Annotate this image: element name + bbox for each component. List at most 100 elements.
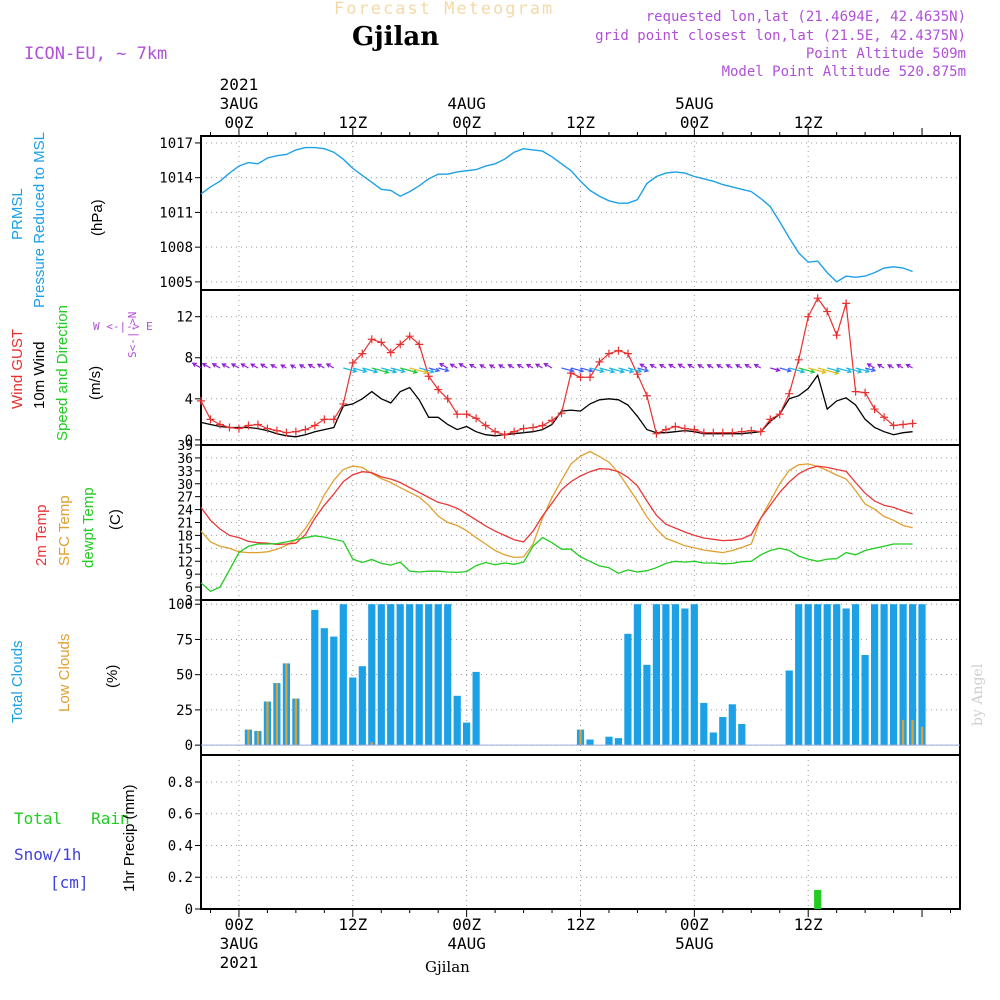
wind-arrow bbox=[697, 364, 705, 369]
wind-arrow bbox=[827, 367, 841, 373]
wind-arrow bbox=[789, 367, 806, 374]
wind-arrow bbox=[362, 367, 379, 374]
total-cloud-bar bbox=[434, 604, 442, 746]
gust-marker bbox=[481, 421, 490, 430]
total-cloud-bar bbox=[472, 671, 480, 746]
total-cloud-bar bbox=[700, 702, 708, 746]
y-tick-label: 1014 bbox=[159, 171, 193, 187]
y-tick-label: 0.2 bbox=[168, 870, 193, 886]
gust-marker bbox=[614, 346, 623, 355]
total-cloud-bar bbox=[652, 604, 660, 746]
wind-arrow bbox=[458, 363, 467, 369]
gust-marker bbox=[633, 370, 642, 379]
total-cloud-bar bbox=[909, 604, 917, 746]
wind-arrow bbox=[381, 367, 398, 374]
gust-marker bbox=[491, 427, 500, 436]
low-cloud-bar bbox=[285, 663, 288, 746]
wind-arrow bbox=[419, 367, 436, 374]
gust-marker bbox=[804, 312, 813, 321]
wind-arrow bbox=[580, 367, 594, 373]
time-label-bottom: 2021 bbox=[220, 953, 259, 972]
y-tick-label: 12 bbox=[177, 555, 193, 570]
gust-marker bbox=[595, 357, 604, 366]
wind-arrow bbox=[706, 364, 714, 369]
wind-arrow bbox=[298, 364, 306, 369]
gust-marker bbox=[291, 427, 300, 436]
time-label-top: 5AUG bbox=[675, 94, 714, 113]
y-tick-label: 33 bbox=[177, 465, 193, 480]
wind-arrow bbox=[211, 363, 221, 369]
gust-marker bbox=[889, 421, 898, 430]
wind-arrow bbox=[896, 363, 904, 369]
low-cloud-bar bbox=[275, 683, 279, 746]
snow-unit: [cm] bbox=[50, 873, 89, 892]
gust-marker bbox=[718, 428, 727, 437]
wind-arrow bbox=[280, 364, 287, 369]
gust-marker bbox=[197, 396, 205, 405]
chart-subtitle: Forecast Meteogram bbox=[334, 0, 555, 19]
low-cloud-bar bbox=[247, 729, 250, 746]
gust-marker bbox=[500, 430, 509, 439]
low-cloud-bar bbox=[294, 698, 297, 746]
gust-marker bbox=[623, 349, 632, 358]
wind-arrow bbox=[534, 363, 543, 369]
wind-arrow bbox=[836, 367, 853, 374]
total-cloud-bar bbox=[871, 604, 879, 746]
gust-marker bbox=[775, 410, 784, 419]
gust-marker bbox=[652, 429, 661, 438]
total-cloud-bar bbox=[842, 608, 850, 746]
time-label-top: 4AUG bbox=[447, 94, 486, 113]
time-label-top: 00Z bbox=[680, 113, 709, 132]
wind-arrow bbox=[637, 367, 650, 373]
wind-arrow bbox=[543, 362, 553, 369]
sfc-temp-line bbox=[200, 450, 913, 559]
wind-arrow bbox=[658, 363, 667, 369]
y-tick-label: 6 bbox=[185, 581, 193, 596]
total-cloud-bar bbox=[890, 604, 898, 746]
dewpt-line bbox=[200, 535, 913, 593]
wind-arrow bbox=[438, 367, 450, 373]
y-tick-label: 24 bbox=[177, 504, 193, 519]
y-tick-label: 36 bbox=[177, 452, 193, 467]
wind-arrow bbox=[864, 367, 877, 373]
pressure-line bbox=[200, 146, 913, 283]
wind-arrow bbox=[498, 364, 505, 369]
wind-arrow bbox=[735, 364, 743, 369]
wind-arrow bbox=[725, 364, 733, 369]
time-label-bottom: 00Z bbox=[680, 915, 709, 934]
gust-marker bbox=[548, 416, 557, 425]
wind-arrow bbox=[516, 363, 524, 369]
total-cloud-bar bbox=[814, 604, 822, 746]
wind-arrow bbox=[798, 367, 816, 374]
total-cloud-bar bbox=[795, 604, 803, 746]
total-cloud-bar bbox=[624, 633, 632, 746]
total-cloud-bar bbox=[633, 604, 641, 746]
gust-marker bbox=[253, 420, 262, 429]
total-cloud-bar bbox=[681, 608, 689, 746]
gust-marker bbox=[756, 427, 765, 436]
wind-arrow bbox=[876, 363, 885, 369]
total-cloud-bar bbox=[320, 628, 328, 746]
time-label-top: 00Z bbox=[452, 113, 481, 132]
y-tick-label: 0.8 bbox=[168, 775, 193, 791]
y-tick-label: 18 bbox=[177, 529, 193, 544]
low-cloud-bar bbox=[266, 701, 269, 746]
total-cloud-bar bbox=[804, 604, 812, 746]
wind-arrow bbox=[770, 367, 781, 373]
time-label-bottom: 3AUG bbox=[220, 934, 259, 953]
y-tick-label: 39 bbox=[177, 439, 193, 454]
total-cloud-bar bbox=[463, 722, 471, 746]
low-cloud-bar bbox=[920, 726, 924, 746]
total-cloud-bar bbox=[614, 738, 622, 746]
gust-marker bbox=[206, 415, 215, 424]
wind-arrow bbox=[618, 367, 635, 374]
total-cloud-bar bbox=[671, 604, 679, 746]
wind10-line bbox=[200, 373, 913, 438]
gust-marker bbox=[272, 426, 281, 435]
wind-arrow bbox=[887, 364, 894, 369]
wind-arrow bbox=[479, 364, 486, 369]
total-cloud-bar bbox=[311, 609, 319, 746]
wind-arrow bbox=[343, 367, 358, 374]
